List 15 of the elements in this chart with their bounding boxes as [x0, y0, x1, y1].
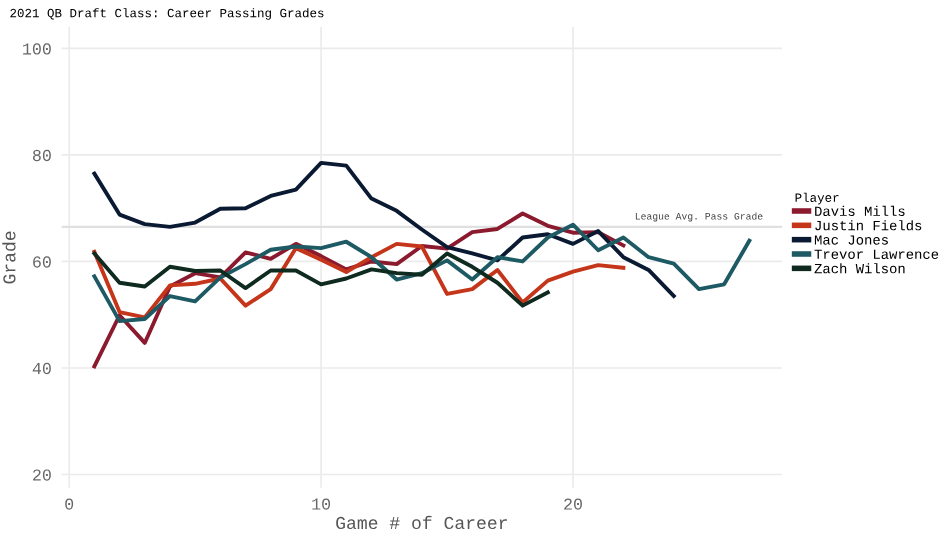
x-tick-label: 20: [564, 498, 582, 510]
line-series: [92, 211, 626, 369]
y-axis-title: Grade: [2, 231, 16, 284]
x-axis-title: Game # of Career: [336, 515, 507, 530]
y-tick-label: 20: [33, 469, 51, 481]
line-series: [92, 241, 626, 320]
x-tick-label: 0: [65, 498, 74, 510]
y-tick-label: 40: [32, 362, 51, 375]
x-tick-label: 10: [312, 498, 331, 510]
line-series: [92, 160, 676, 299]
line-series: [92, 222, 752, 324]
y-tick-label: 100: [23, 43, 51, 55]
y-tick-label: 60: [33, 256, 51, 268]
line-series: [92, 251, 550, 308]
y-tick-label: 80: [32, 149, 51, 162]
